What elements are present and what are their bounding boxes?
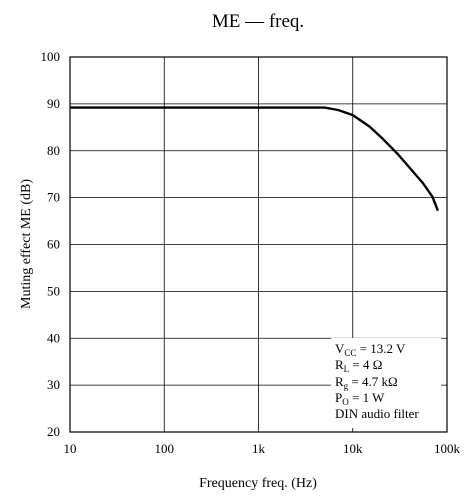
y-tick-label: 70 xyxy=(47,190,60,205)
condition-vcc: VCC = 13.2 V xyxy=(335,341,406,358)
condition-rl-subscript: L xyxy=(344,364,350,374)
y-tick-label: 90 xyxy=(47,96,60,111)
y-tick-label: 100 xyxy=(41,49,61,64)
y-axis-label: Muting effect ME (dB) xyxy=(19,179,34,309)
y-tick-label: 50 xyxy=(47,283,60,298)
condition-po-symbol: P xyxy=(335,390,342,405)
x-tick-label: 100k xyxy=(434,441,461,456)
x-tick-label: 1k xyxy=(252,441,266,456)
condition-po: PO = 1 W xyxy=(335,390,385,407)
condition-vcc-subscript: CC xyxy=(344,348,356,358)
conditions-box: VCC = 13.2 V RL = 4 Ω Rg = 4.7 kΩ PO = 1… xyxy=(331,338,441,428)
condition-filter: DIN audio filter xyxy=(335,406,419,421)
y-tick-label: 20 xyxy=(47,424,60,439)
condition-po-value: = 1 W xyxy=(349,390,385,405)
y-tick-label: 80 xyxy=(47,143,60,158)
condition-rl-value: = 4 Ω xyxy=(349,357,382,372)
y-tick-label: 40 xyxy=(47,330,60,345)
condition-rg-symbol: R xyxy=(335,374,344,389)
condition-rl-symbol: R xyxy=(335,357,344,372)
condition-rl: RL = 4 Ω xyxy=(335,357,382,374)
plot-frame xyxy=(69,56,448,433)
x-tick-label: 10 xyxy=(64,441,77,456)
condition-rg-value: = 4.7 kΩ xyxy=(348,374,398,389)
condition-vcc-value: = 13.2 V xyxy=(356,341,406,356)
conditions-background xyxy=(331,338,441,428)
x-axis-label: Frequency freq. (Hz) xyxy=(199,476,317,491)
x-tick-label: 10k xyxy=(343,441,363,456)
y-tick-label: 60 xyxy=(47,237,60,252)
condition-po-subscript: O xyxy=(342,397,349,407)
condition-vcc-symbol: V xyxy=(335,341,345,356)
y-tick-label: 30 xyxy=(47,377,60,392)
x-tick-labels: 10 100 1k 10k 100k xyxy=(64,441,461,456)
condition-rg-subscript: g xyxy=(344,381,349,391)
condition-rg: Rg = 4.7 kΩ xyxy=(335,374,398,391)
x-tick-label: 100 xyxy=(155,441,175,456)
y-tick-labels: 20 30 40 50 60 70 80 90 100 xyxy=(41,49,61,439)
chart-title: ME — freq. xyxy=(212,11,304,32)
series-line-muting-effect xyxy=(70,106,440,212)
